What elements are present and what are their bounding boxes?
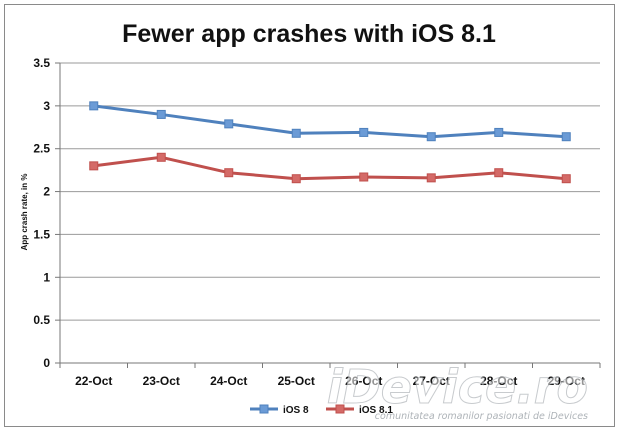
watermark-tagline: comunitatea romanilor pasionati de iDevi… [375, 411, 588, 422]
x-tick-label: 28-Oct [480, 374, 517, 388]
legend-marker-ios-8-1 [335, 404, 345, 414]
y-tick-labels: 0 0.5 1 1.5 2 2.5 3 3.5 [33, 56, 50, 370]
y-tick-label: 3 [43, 99, 50, 113]
y-tick-label: 0 [43, 356, 50, 370]
x-tick-label: 23-Oct [143, 374, 180, 388]
data-point-ios-8 [359, 127, 369, 137]
x-tick-label: 25-Oct [278, 374, 315, 388]
data-point-ios-8-1 [89, 161, 99, 171]
y-axis-label: App crash rate, in % [20, 174, 29, 251]
chart-title: Fewer app crashes with iOS 8.1 [122, 20, 496, 48]
chart-frame [4, 4, 615, 427]
watermark-logo: iDevice.ro [327, 360, 588, 414]
data-point-ios-8 [89, 101, 99, 111]
y-tick-label: 2 [43, 185, 50, 199]
gridlines [60, 62, 600, 321]
data-point-ios-8 [426, 132, 436, 142]
series-line-ios-8-1 [93, 155, 567, 181]
x-tick-label: 27-Oct [413, 374, 450, 388]
x-tick-label: 22-Oct [75, 374, 112, 388]
data-point-ios-8-1 [359, 172, 369, 182]
data-point-ios-8-1 [426, 173, 436, 183]
series-layer [89, 101, 571, 184]
y-tick-label: 1 [43, 270, 50, 284]
y-tick-label: 2.5 [33, 142, 50, 156]
data-point-ios-8-1 [224, 168, 234, 178]
x-tick-label: 24-Oct [210, 374, 247, 388]
x-tick-label: 29-Oct [548, 374, 585, 388]
legend-label-ios-8: iOS 8 [283, 405, 309, 416]
data-point-ios-8 [291, 128, 301, 138]
y-tick-label: 0.5 [33, 313, 50, 327]
data-point-ios-8-1 [156, 152, 166, 162]
series-ios-8 [89, 101, 571, 142]
data-point-ios-8 [224, 119, 234, 129]
x-tick-label: 26-Oct [345, 374, 382, 388]
data-point-ios-8-1 [291, 174, 301, 184]
legend-label-ios-8-1: iOS 8.1 [359, 405, 393, 416]
watermark: iDevice.ro comunitatea romanilor pasiona… [326, 360, 588, 423]
data-point-ios-8 [156, 109, 166, 119]
legend: iOS 8 iOS 8.1 [250, 404, 393, 416]
series-line-ios-8 [93, 104, 567, 139]
data-point-ios-8 [561, 132, 571, 142]
y-tick-label: 1.5 [33, 227, 50, 241]
y-tick-label: 3.5 [33, 56, 50, 70]
axes [55, 62, 601, 368]
x-tick-labels: 22-Oct 23-Oct 24-Oct 25-Oct 26-Oct 27-Oct 28-O… [75, 374, 585, 388]
data-point-ios-8 [494, 127, 504, 137]
data-point-ios-8-1 [561, 174, 571, 184]
data-point-ios-8-1 [494, 168, 504, 178]
legend-item-ios-8-1: iOS 8.1 [326, 404, 393, 416]
legend-item-ios-8: iOS 8 [250, 404, 309, 416]
legend-marker-ios-8 [259, 404, 269, 414]
series-ios-8-1 [89, 152, 571, 184]
